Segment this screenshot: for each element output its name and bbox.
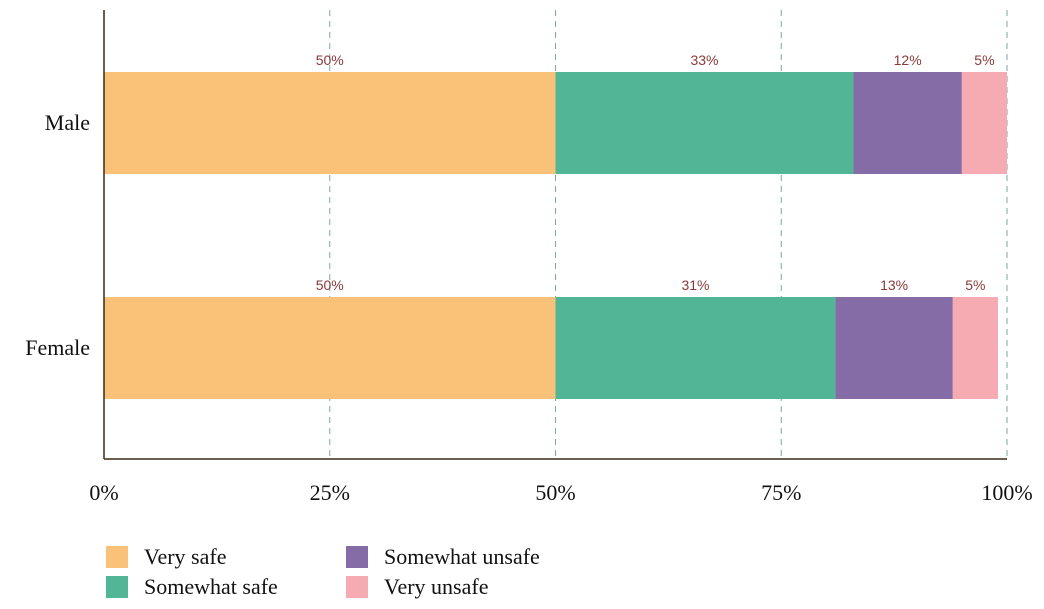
bar-segments — [104, 72, 1007, 399]
bar-male-very-safe — [104, 72, 556, 174]
data-label-female-somewhat-safe: 31% — [681, 277, 709, 293]
legend-swatch-somewhat-safe — [106, 576, 128, 598]
data-label-male-very-unsafe: 5% — [974, 52, 994, 68]
x-tick-label-3: 75% — [761, 480, 801, 505]
data-label-male-very-safe: 50% — [316, 52, 344, 68]
legend-item-very-unsafe: Very unsafe — [346, 573, 488, 601]
legend-label-very-unsafe: Very unsafe — [384, 574, 489, 599]
bar-female-somewhat-safe — [555, 297, 836, 399]
legend-swatch-somewhat-unsafe — [346, 546, 368, 568]
x-tick-label-4: 100% — [981, 480, 1032, 505]
data-label-female-somewhat-unsafe: 13% — [880, 277, 908, 293]
data-label-male-somewhat-safe: 33% — [690, 52, 718, 68]
legend-swatch-very-safe — [106, 546, 128, 568]
bar-female-very-safe — [104, 297, 556, 399]
x-tick-label-2: 50% — [535, 480, 575, 505]
bar-male-somewhat-safe — [555, 72, 854, 174]
data-label-female-very-unsafe: 5% — [965, 277, 985, 293]
legend-swatch-very-unsafe — [346, 576, 368, 598]
x-tick-label-0: 0% — [89, 480, 118, 505]
category-label-female: Female — [25, 335, 90, 360]
data-label-male-somewhat-unsafe: 12% — [894, 52, 922, 68]
axes — [103, 10, 1007, 460]
bar-male-somewhat-unsafe — [853, 72, 962, 174]
legend-label-somewhat-unsafe: Somewhat unsafe — [384, 544, 540, 569]
legend-label-somewhat-safe: Somewhat safe — [144, 574, 278, 599]
data-labels: 50% 33% 12% 5% 50% 31% 13% 5% — [316, 52, 995, 293]
legend: Very safe Somewhat safe Somewhat unsafe … — [106, 543, 626, 605]
data-label-female-very-safe: 50% — [316, 277, 344, 293]
bar-female-somewhat-unsafe — [835, 297, 953, 399]
category-label-male: Male — [45, 110, 90, 135]
bar-female-very-unsafe — [952, 297, 998, 399]
x-tick-label-1: 25% — [310, 480, 350, 505]
legend-item-very-safe: Very safe — [106, 543, 226, 571]
legend-label-very-safe: Very safe — [144, 544, 227, 569]
category-labels: Male Female — [25, 110, 90, 360]
legend-item-somewhat-unsafe: Somewhat unsafe — [346, 543, 540, 571]
legend-item-somewhat-safe: Somewhat safe — [106, 573, 278, 601]
bar-male-very-unsafe — [961, 72, 1007, 174]
x-tick-labels: 0% 25% 50% 75% 100% — [89, 480, 1032, 505]
